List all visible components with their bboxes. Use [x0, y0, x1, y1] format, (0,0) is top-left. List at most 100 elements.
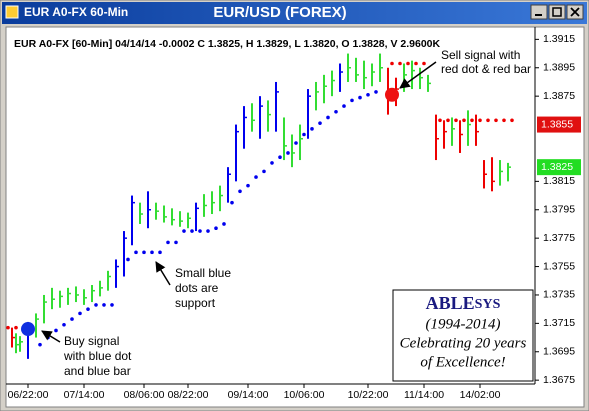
stop-dot [134, 250, 138, 255]
stop-dot [454, 118, 458, 123]
stop-dot [390, 61, 394, 66]
stop-dot [326, 115, 330, 120]
stop-dot [438, 118, 442, 123]
stop-dot [446, 118, 450, 123]
price-tag [537, 116, 581, 133]
app-icon [5, 5, 19, 19]
stop-dot [54, 328, 58, 333]
stop-dot [150, 250, 154, 255]
logo-brand-main: ABLE [426, 293, 475, 313]
x-tick-label: 08/06:00 [124, 389, 165, 401]
annotation-line: and blue bar [64, 364, 131, 378]
stop-dot [510, 118, 514, 123]
logo-years: (1994-2014) [426, 316, 501, 332]
plot: 1.3675 1.3695 1.3715 1.3735 1.3755 1.3775 1.37… [6, 33, 581, 401]
maximize-icon [552, 7, 562, 17]
x-tick-label: 14/02:00 [460, 389, 501, 401]
stop-dot [494, 118, 498, 123]
stop-dot [486, 118, 490, 123]
maximize-button[interactable] [548, 4, 566, 20]
y-tick-label: 1.3795 [543, 204, 575, 216]
stop-dot [406, 61, 410, 66]
y-tick-label: 1.3695 [543, 346, 575, 358]
stop-dot [78, 311, 82, 316]
stop-dot [414, 61, 418, 66]
stop-dot [190, 229, 194, 233]
stop-dot [462, 118, 466, 123]
y-tick-label: 1.3815 [543, 175, 575, 187]
y-tick-label: 1.3875 [543, 90, 575, 102]
stop-dot [14, 325, 18, 330]
price-tag-label: 1.3825 [541, 161, 573, 173]
stop-dot [62, 322, 66, 327]
stop-dot [230, 200, 234, 205]
close-icon [570, 7, 580, 17]
stop-dot [70, 317, 74, 321]
logo-brand-suffix: SYS [475, 297, 501, 312]
logo-frame [392, 289, 534, 382]
stop-dot [478, 118, 482, 123]
stop-dot [86, 307, 90, 311]
stop-dot [206, 229, 210, 233]
stop-dot [286, 151, 290, 155]
window-buttons [530, 4, 584, 20]
x-tick-label: 10/22:00 [348, 389, 389, 401]
annotation-line: with blue dot [63, 349, 132, 363]
y-tick-label: 1.3755 [543, 260, 575, 272]
stop-dot [302, 132, 306, 137]
annotation-line: Sell signal with [441, 48, 520, 62]
x-tick-label: 11/14:00 [404, 389, 444, 401]
stop-dot [6, 325, 10, 330]
stop-dot [366, 92, 370, 97]
chart-title: EUR/USD (FOREX) [213, 4, 346, 21]
annotation-line: support [175, 296, 216, 310]
title-bar [2, 2, 587, 24]
minimize-button[interactable] [530, 4, 548, 20]
stop-dot [238, 189, 242, 194]
stop-dot [294, 141, 298, 145]
logo-line: Celebrating 20 years [400, 335, 527, 351]
price-tag-label: 1.3855 [541, 118, 573, 130]
stop-dot [126, 257, 130, 262]
y-tick-label: 1.3715 [543, 317, 575, 329]
stop-dot [502, 118, 506, 123]
y-tick-label: 1.3895 [543, 62, 575, 74]
y-tick-label: 1.3675 [543, 374, 575, 386]
y-tick-label: 1.3915 [543, 33, 575, 45]
annotations: Sell signal with red dot & red bar Small… [41, 48, 531, 378]
stop-dot [198, 229, 202, 233]
stop-dot [102, 303, 106, 307]
stop-dot [182, 229, 186, 233]
logo-line: of Excellence! [420, 354, 505, 370]
annotation-arrow [155, 261, 171, 286]
stop-dot [166, 240, 170, 245]
annotation-line: Small blue [175, 266, 231, 280]
stop-dot [38, 342, 42, 347]
signal-dot [21, 322, 35, 337]
annotation-arrow [41, 330, 61, 343]
stop-dot [222, 222, 226, 226]
y-tick-label: 1.3775 [543, 232, 575, 244]
stop-dot [254, 175, 258, 179]
x-tick-label: 10/06:00 [284, 389, 325, 401]
stop-dot [110, 303, 114, 307]
stop-dot [262, 169, 266, 174]
stop-dot [422, 61, 426, 66]
stop-dot [342, 104, 346, 108]
x-tick-label: 06/22:00 [8, 389, 49, 401]
annotation-line: red dot & red bar [441, 62, 531, 76]
annotation-line: dots are [175, 281, 219, 295]
stop-dot [174, 240, 178, 245]
annotation-arrow [399, 61, 437, 89]
x-tick-label: 08/22:00 [168, 389, 209, 401]
stop-dot [214, 226, 218, 231]
logo-brand: ABLESYS [426, 293, 501, 313]
signal-dot [385, 87, 399, 102]
stop-dot [94, 303, 98, 307]
annotation-line: Buy signal [64, 334, 119, 348]
stop-dot [398, 61, 402, 66]
y-tick-label: 1.3735 [543, 289, 575, 301]
stop-dot [350, 98, 354, 103]
